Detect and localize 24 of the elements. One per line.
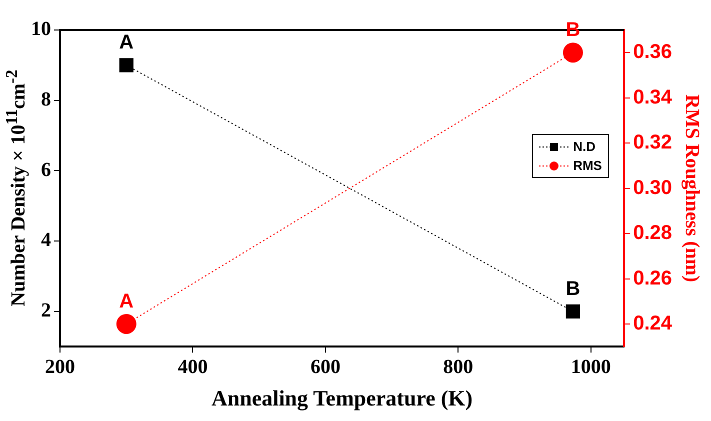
x-tick-label: 600 <box>310 356 340 378</box>
legend-label: N.D <box>573 139 596 154</box>
y2-tick-label: 0.32 <box>633 132 672 154</box>
y2-tick-label: 0.24 <box>633 312 673 334</box>
legend-label: RMS <box>573 158 602 174</box>
y-tick-label: 10 <box>31 18 51 40</box>
data-label: B <box>566 278 580 300</box>
y2-tick-label: 0.36 <box>633 41 672 64</box>
data-label: A <box>119 32 134 54</box>
y-tick-label: 6 <box>41 158 51 181</box>
y2-tick-label: 0.28 <box>633 222 672 244</box>
y2-tick-label: 0.30 <box>633 176 672 199</box>
x-tick-label: 1000 <box>570 356 611 378</box>
x-tick-label: 200 <box>45 356 75 378</box>
y2-axis-title: RMS Roughness (nm) <box>680 94 703 282</box>
y2-tick-label: 0.34 <box>633 86 673 108</box>
y-tick-label: 2 <box>41 300 51 322</box>
y-tick-label: 4 <box>41 229 51 252</box>
y-tick-label: 8 <box>41 88 51 111</box>
x-axis-title: Annealing Temperature (K) <box>211 385 473 410</box>
y2-tick-label: 0.26 <box>633 267 672 290</box>
data-label: A <box>119 290 134 312</box>
x-tick-label: 800 <box>443 356 474 378</box>
x-tick-label: 400 <box>178 356 208 378</box>
